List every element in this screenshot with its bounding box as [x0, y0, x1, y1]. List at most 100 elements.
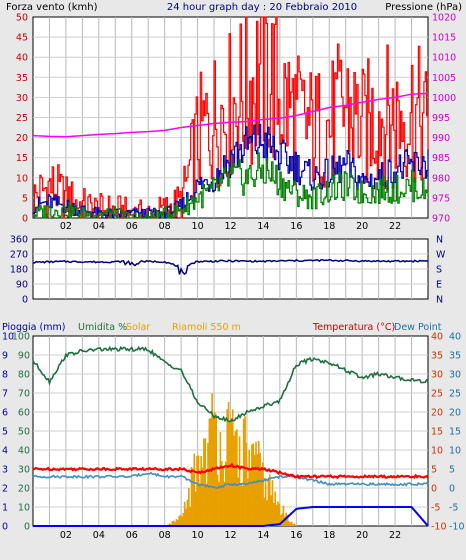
- graph-title: 24 hour graph day : 20 Febbraio 2010: [167, 2, 357, 13]
- wind-tick-label: 0: [22, 214, 28, 225]
- hour-tick-label: 12: [224, 221, 236, 232]
- wind-tick-label: 50: [16, 13, 28, 24]
- pressure-tick-label: 995: [432, 113, 450, 124]
- temperature-tick-label: 35: [431, 351, 443, 362]
- humidity-tick-label: 60: [18, 408, 30, 419]
- direction-tick-label: 0: [22, 295, 28, 306]
- direction-tick-label: 90: [16, 280, 28, 291]
- humidity-tick-label: 70: [18, 389, 30, 400]
- humidity-tick-label: 30: [18, 465, 30, 476]
- pressure-tick-label: 1010: [432, 53, 456, 64]
- humidity-tick-label: 90: [18, 351, 30, 362]
- rain-tick-label: 6: [2, 408, 8, 419]
- rain-label: Pioggia (mm): [2, 322, 65, 333]
- solar-bar: [295, 525, 297, 526]
- hour-tick-label: 10: [192, 530, 204, 541]
- temperature-tick-label: 30: [431, 370, 443, 381]
- hour-tick-label: 08: [159, 530, 171, 541]
- dew-point-label: Dew Point: [394, 322, 442, 333]
- hour-tick-label: 14: [257, 530, 269, 541]
- wind-tick-label: 20: [16, 133, 28, 144]
- dew-point-tick-label: 35: [449, 351, 461, 362]
- pressure-tick-label: 990: [432, 133, 450, 144]
- rain-tick-label: 9: [2, 351, 8, 362]
- wind-tick-label: 15: [16, 153, 28, 164]
- hour-tick-label: 06: [126, 221, 138, 232]
- humidity-tick-label: 50: [18, 427, 30, 438]
- hour-tick-label: 02: [60, 221, 72, 232]
- wind-tick-label: 40: [16, 53, 28, 64]
- dew-point-tick-label: 40: [449, 332, 461, 343]
- hour-tick-label: 04: [93, 221, 105, 232]
- humidity-tick-label: 0: [24, 522, 30, 533]
- pressure-tick-label: 970: [432, 214, 450, 225]
- temperature-tick-label: 0: [431, 484, 437, 495]
- rain-tick-label: 5: [2, 427, 8, 438]
- hour-tick-label: 04: [93, 530, 105, 541]
- riamoli-label: Riamoli 550 m: [172, 322, 241, 333]
- hour-tick-label: 12: [224, 530, 236, 541]
- dew-point-tick-label: 20: [449, 408, 461, 419]
- rain-tick-label: 8: [2, 370, 8, 381]
- compass-tick-label: E: [436, 280, 442, 291]
- wind-tick-label: 45: [16, 33, 28, 44]
- wind-tick-label: 5: [22, 193, 28, 204]
- pressure-tick-label: 975: [432, 193, 450, 204]
- hour-tick-label: 22: [389, 530, 401, 541]
- rain-tick-label: 2: [2, 484, 8, 495]
- hour-tick-label: 06: [126, 530, 138, 541]
- pressure-tick-label: 1005: [432, 73, 456, 84]
- wind-speed-label: Forza vento (kmh): [6, 2, 98, 13]
- pressure-tick-label: 1020: [432, 13, 456, 24]
- hour-tick-label: 08: [159, 221, 171, 232]
- temperature-tick-label: 5: [431, 465, 437, 476]
- pressure-tick-label: 980: [432, 173, 450, 184]
- dew-point-tick-label: 0: [449, 484, 455, 495]
- temperature-tick-label: 20: [431, 408, 443, 419]
- direction-tick-label: 270: [10, 250, 28, 261]
- rain-tick-label: 4: [2, 446, 8, 457]
- rain-tick-label: 3: [2, 465, 8, 476]
- temperature-tick-label: 15: [431, 427, 443, 438]
- dew-point-tick-label: -5: [449, 503, 458, 514]
- pressure-tick-label: 985: [432, 153, 450, 164]
- dew-point-tick-label: 15: [449, 427, 461, 438]
- direction-tick-label: 180: [10, 265, 28, 276]
- rain-tick-label: 1: [2, 503, 8, 514]
- hour-tick-label: 20: [356, 530, 368, 541]
- wind-tick-label: 35: [16, 73, 28, 84]
- compass-tick-label: W: [436, 250, 446, 261]
- hour-tick-label: 10: [192, 221, 204, 232]
- wind-tick-label: 25: [16, 113, 28, 124]
- rain-tick-label: 7: [2, 389, 8, 400]
- temperature-tick-label: -5: [431, 503, 440, 514]
- direction-tick-label: 360: [10, 235, 28, 246]
- hour-tick-label: 20: [356, 221, 368, 232]
- hour-tick-label: 14: [257, 221, 269, 232]
- temperature-label: Temperatura (°C): [312, 322, 395, 333]
- hour-tick-label: 16: [290, 530, 302, 541]
- humidity-tick-label: 80: [18, 370, 30, 381]
- rain-tick-label: 0: [2, 522, 8, 533]
- wind-tick-label: 10: [16, 173, 28, 184]
- temperature-tick-label: 40: [431, 332, 443, 343]
- solar-label: Solar: [126, 322, 150, 333]
- temperature-tick-label: -10: [431, 522, 447, 533]
- pressure-label: Pressione (hPa): [385, 2, 462, 13]
- compass-tick-label: N: [436, 295, 443, 306]
- wind-tick-label: 30: [16, 93, 28, 104]
- compass-tick-label: S: [436, 265, 442, 276]
- humidity-tick-label: 20: [18, 484, 30, 495]
- temperature-tick-label: 25: [431, 389, 443, 400]
- pressure-tick-label: 1015: [432, 33, 456, 44]
- humidity-tick-label: 100: [12, 332, 30, 343]
- humidity-tick-label: 10: [18, 503, 30, 514]
- hour-tick-label: 16: [290, 221, 302, 232]
- dew-point-tick-label: 5: [449, 465, 455, 476]
- hour-tick-label: 22: [389, 221, 401, 232]
- hour-tick-label: 02: [60, 530, 72, 541]
- dew-point-tick-label: 30: [449, 370, 461, 381]
- humidity-tick-label: 40: [18, 446, 30, 457]
